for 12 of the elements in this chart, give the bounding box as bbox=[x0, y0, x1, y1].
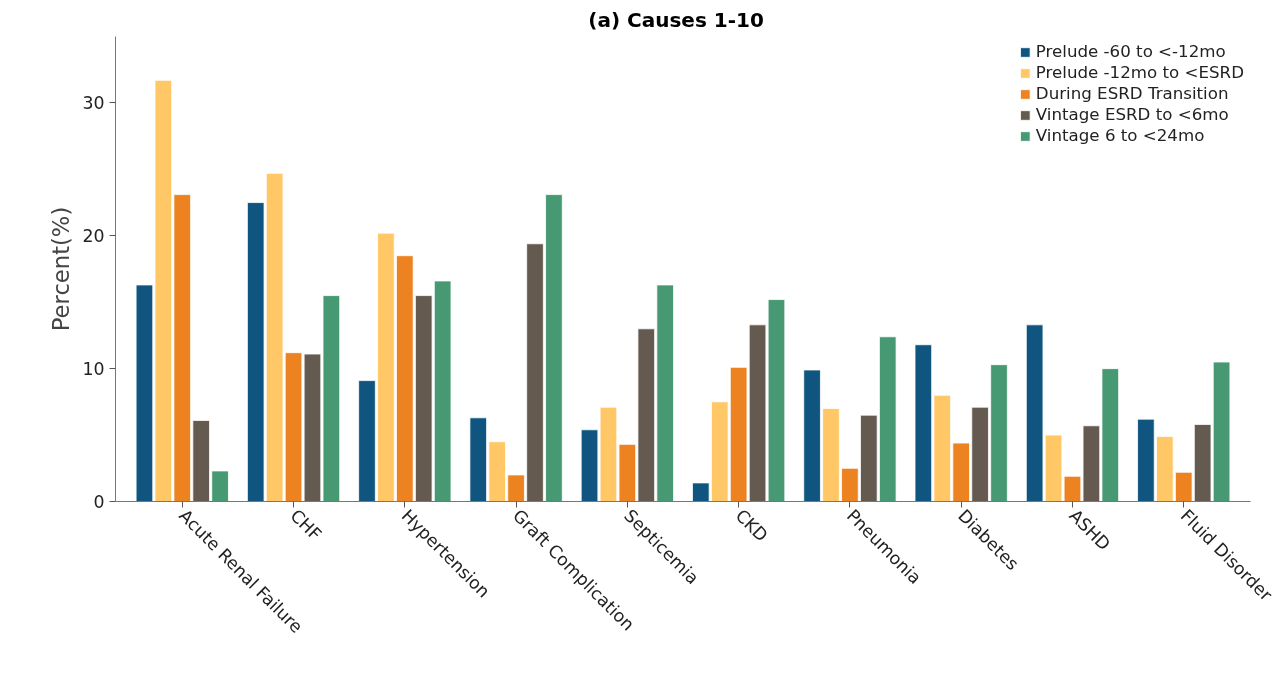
y-axis-title: Percent(%) bbox=[48, 206, 75, 332]
chart-title: (a) Causes 1-10 bbox=[588, 7, 764, 32]
legend-label: Vintage 6 to <24mo bbox=[1035, 126, 1205, 145]
legend-label: Prelude -60 to <-12mo bbox=[1035, 42, 1226, 61]
y-tick-label: 0 bbox=[93, 492, 105, 512]
y-tick-label: 10 bbox=[82, 359, 105, 380]
legend-label: Vintage ESRD to <6mo bbox=[1035, 105, 1229, 124]
y-tick-label: 30 bbox=[82, 93, 105, 114]
x-tick-label: CHF bbox=[286, 505, 326, 545]
legend-label: Prelude -12mo to <ESRD bbox=[1035, 63, 1244, 82]
legend-label: During ESRD Transition bbox=[1035, 84, 1229, 103]
y-tick-label: 20 bbox=[82, 226, 105, 247]
